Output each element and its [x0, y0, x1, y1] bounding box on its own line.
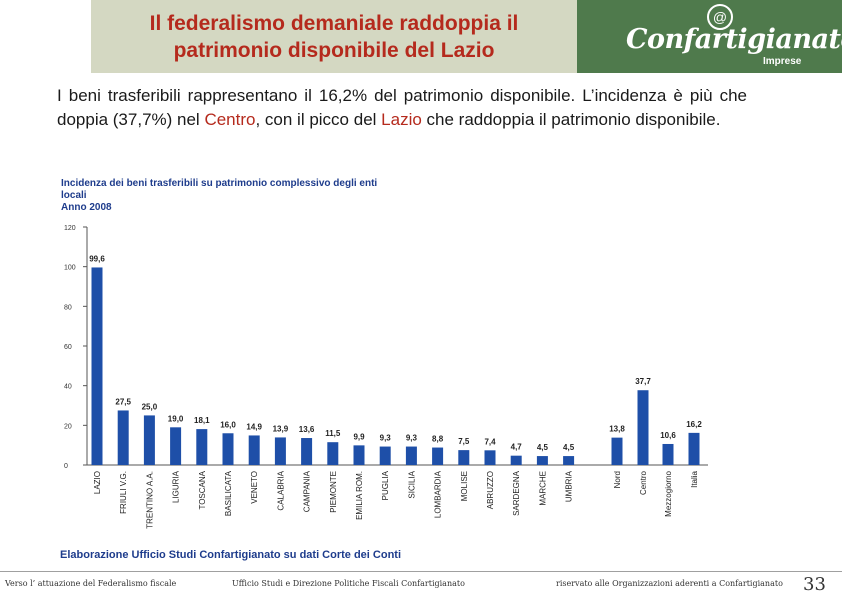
category-label: MOLISE — [460, 471, 469, 501]
bar-value-label: 13,9 — [273, 424, 289, 433]
bar-value-label: 16,0 — [220, 420, 236, 429]
category-label: TOSCANA — [198, 470, 207, 509]
category-label: Italia — [690, 470, 699, 487]
category-label: LAZIO — [93, 471, 102, 494]
category-label: PIEMONTE — [329, 471, 338, 513]
title-banner: Il federalismo demaniale raddoppia il pa… — [91, 0, 577, 73]
bar — [688, 432, 700, 465]
bar — [510, 455, 522, 465]
bar-value-label: 8,8 — [432, 435, 444, 444]
chart-title: Incidenza dei beni trasferibili su patri… — [61, 178, 378, 213]
bar — [379, 446, 391, 465]
footer-left: Verso l’ attuazione del Federalismo fisc… — [5, 579, 177, 588]
bar-value-label: 18,1 — [194, 416, 210, 425]
y-tick-label: 0 — [64, 463, 68, 470]
bar — [405, 446, 417, 465]
intro-part-3: che raddoppia il patrimonio disponibile. — [421, 110, 721, 129]
footer-right: riservato alle Organizzazioni aderenti a… — [556, 579, 783, 588]
bar — [91, 267, 103, 465]
bar-value-label: 27,5 — [115, 397, 131, 406]
bar-value-label: 4,5 — [563, 443, 575, 452]
bar — [196, 429, 208, 465]
category-label: PUGLIA — [381, 470, 390, 500]
bar — [563, 456, 575, 465]
bar — [222, 433, 234, 465]
bar-value-label: 14,9 — [246, 422, 262, 431]
bar — [432, 447, 444, 465]
category-label: MARCHE — [538, 471, 547, 506]
bar — [353, 445, 365, 465]
y-tick-label: 60 — [64, 344, 72, 351]
bar — [170, 427, 182, 465]
category-label: CALABRIA — [276, 470, 285, 510]
bar-value-label: 37,7 — [635, 377, 651, 386]
footer-divider — [0, 571, 842, 572]
bar-value-label: 10,6 — [660, 431, 676, 440]
y-tick-label: 40 — [64, 384, 72, 391]
source-note: Elaborazione Ufficio Studi Confartigiana… — [60, 549, 402, 561]
bar-value-label: 16,2 — [686, 420, 702, 429]
category-label: Centro — [639, 470, 648, 495]
bar-value-label: 99,6 — [89, 254, 105, 263]
category-label: Nord — [613, 471, 622, 488]
category-label: UMBRIA — [565, 470, 574, 502]
page-title: Il federalismo demaniale raddoppia il pa… — [149, 11, 519, 62]
bar-value-label: 19,0 — [168, 414, 184, 423]
page-number: 33 — [803, 574, 826, 595]
bar-value-label: 4,5 — [537, 443, 549, 452]
bar — [637, 390, 649, 465]
category-label: TRENTINO A.A. — [145, 471, 154, 529]
logo-name: Confartigianato — [626, 24, 842, 55]
bar-value-label: 9,9 — [353, 432, 365, 441]
intro-highlight-centro: Centro — [204, 110, 256, 129]
bar — [143, 415, 155, 465]
bar-value-label: 13,8 — [609, 425, 625, 434]
category-label: SARDEGNA — [512, 470, 521, 516]
intro-part-2: , con il picco del — [255, 110, 382, 129]
intro-text: I beni trasferibili rappresentano il 16,… — [57, 84, 747, 132]
bar-value-label: 13,6 — [299, 425, 315, 434]
bar — [327, 442, 339, 465]
bar — [117, 410, 129, 465]
bar-value-label: 25,0 — [142, 402, 158, 411]
bar — [274, 437, 286, 465]
bar — [611, 437, 623, 465]
logo-at-icon: @ — [707, 4, 733, 30]
bar-value-label: 4,7 — [511, 443, 523, 452]
bar — [301, 438, 313, 465]
y-tick-label: 20 — [64, 423, 72, 430]
category-label: LOMBARDIA — [434, 470, 443, 518]
bar — [536, 456, 548, 465]
category-label: BASILICATA — [224, 470, 233, 516]
y-tick-label: 100 — [64, 265, 76, 272]
footer-center: Ufficio Studi e Direzione Politiche Fisc… — [232, 579, 465, 588]
category-label: ABRUZZO — [486, 471, 495, 509]
bar-value-label: 7,4 — [484, 437, 496, 446]
category-label: FRIULI V.G. — [119, 471, 128, 514]
bar-value-label: 7,5 — [458, 437, 470, 446]
bar — [458, 450, 470, 465]
category-label: VENETO — [250, 471, 259, 504]
intro-part-1: I beni trasferibili rappresentano il 16,… — [57, 86, 747, 129]
bar-value-label: 9,3 — [406, 434, 418, 443]
bar — [484, 450, 496, 465]
bar-chart: 0 20 40 60 80 100 120 99,6 LAZIO 27,5 FRIULI V.G. 2… — [64, 225, 708, 529]
logo-subtitle: Imprese — [763, 56, 802, 67]
category-label: CAMPANIA — [303, 470, 312, 512]
bar — [248, 435, 260, 465]
category-label: LIGURIA — [172, 470, 181, 503]
category-label: EMILIA ROM. — [355, 471, 364, 520]
intro-highlight-lazio: Lazio — [381, 110, 422, 129]
y-tick-label: 80 — [64, 304, 72, 311]
bar-value-label: 9,3 — [380, 434, 392, 443]
category-label: Mezzogiorno — [664, 470, 673, 516]
y-tick-label: 120 — [64, 225, 76, 232]
bar-value-label: 11,5 — [325, 429, 341, 438]
category-label: SICILIA — [407, 470, 416, 498]
header-left-strip — [0, 0, 91, 73]
bar — [662, 443, 674, 465]
